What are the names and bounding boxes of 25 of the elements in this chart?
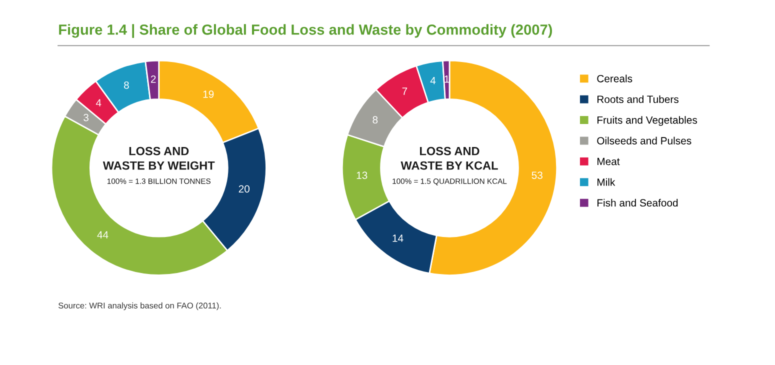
legend-label: Cereals — [597, 74, 632, 82]
legend-label: Fish and Seafood — [597, 198, 678, 207]
legend-label: Oilseeds and Pulses — [597, 136, 692, 144]
data-label: 13 — [356, 172, 368, 179]
data-label: 19 — [203, 90, 214, 98]
data-label: 8 — [372, 116, 378, 124]
data-label: 14 — [392, 234, 404, 242]
data-label: 1 — [444, 75, 450, 83]
data-label: 3 — [84, 114, 89, 122]
legend-label: Milk — [597, 178, 616, 186]
chart-title: Figure 1.4 | Share of Global Food Loss and Waste by Commodity (2007) — [59, 24, 552, 38]
data-label: 7 — [402, 88, 408, 95]
text: LOSS AND WASTE BY KCAL — [400, 146, 498, 170]
source-note: Source: WRI analysis based on FAO (2011). — [58, 302, 221, 310]
legend-label: Meat — [597, 158, 620, 166]
data-label: 53 — [532, 172, 542, 179]
data-label: 8 — [124, 81, 129, 89]
text: LOSS AND WASTE BY WEIGHT — [102, 146, 215, 170]
legend-label: Fruits and Vegetables — [597, 116, 698, 126]
data-label: 20 — [238, 185, 250, 193]
data-label: 2 — [150, 75, 156, 83]
legend-label: Roots and Tubers — [597, 95, 678, 104]
data-label: 44 — [97, 231, 108, 238]
data-label: 4 — [96, 99, 102, 106]
data-label: 4 — [430, 76, 436, 84]
